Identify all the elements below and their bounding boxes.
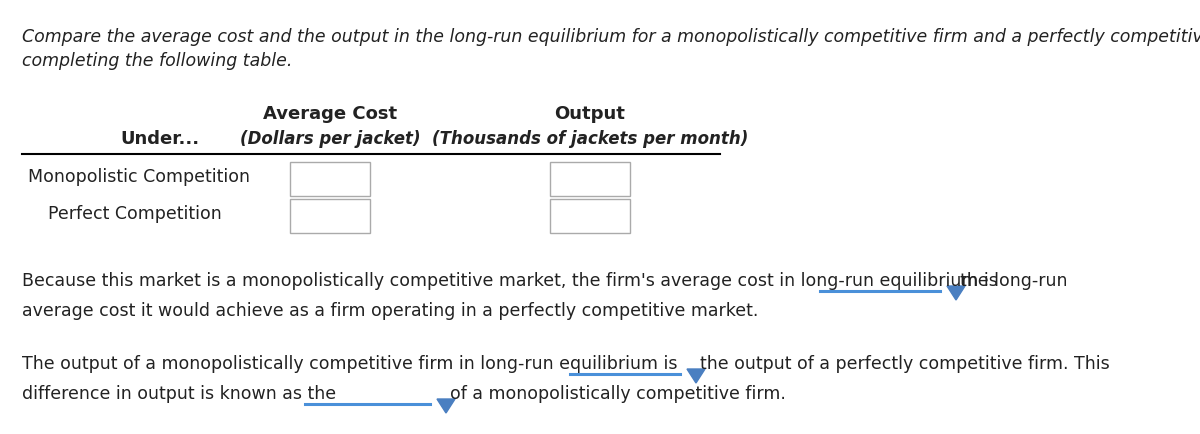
Polygon shape [686, 369, 706, 383]
Text: average cost it would achieve as a firm operating in a perfectly competitive mar: average cost it would achieve as a firm … [22, 301, 758, 319]
Polygon shape [947, 286, 965, 300]
Text: Average Cost: Average Cost [263, 105, 397, 123]
Text: Under...: Under... [120, 130, 199, 148]
Text: (Thousands of jackets per month): (Thousands of jackets per month) [432, 130, 748, 148]
Text: (Dollars per jacket): (Dollars per jacket) [240, 130, 420, 148]
Bar [290, 163, 370, 197]
Text: the output of a perfectly competitive firm. This: the output of a perfectly competitive fi… [700, 354, 1110, 372]
Text: Output: Output [554, 105, 625, 123]
Text: of a monopolistically competitive firm.: of a monopolistically competitive firm. [450, 384, 786, 402]
Bar [550, 163, 630, 197]
Text: The output of a monopolistically competitive firm in long-run equilibrium is: The output of a monopolistically competi… [22, 354, 678, 372]
Text: completing the following table.: completing the following table. [22, 52, 293, 70]
Text: Perfect Competition: Perfect Competition [48, 204, 222, 223]
Text: the long-run: the long-run [960, 271, 1068, 289]
Text: Because this market is a monopolistically competitive market, the firm's average: Because this market is a monopolisticall… [22, 271, 998, 289]
Text: Monopolistic Competition: Monopolistic Competition [28, 168, 250, 186]
Bar [290, 200, 370, 233]
Polygon shape [437, 399, 455, 413]
Bar [550, 200, 630, 233]
Text: Compare the average cost and the output in the long-run equilibrium for a monopo: Compare the average cost and the output … [22, 28, 1200, 46]
Text: difference in output is known as the: difference in output is known as the [22, 384, 336, 402]
